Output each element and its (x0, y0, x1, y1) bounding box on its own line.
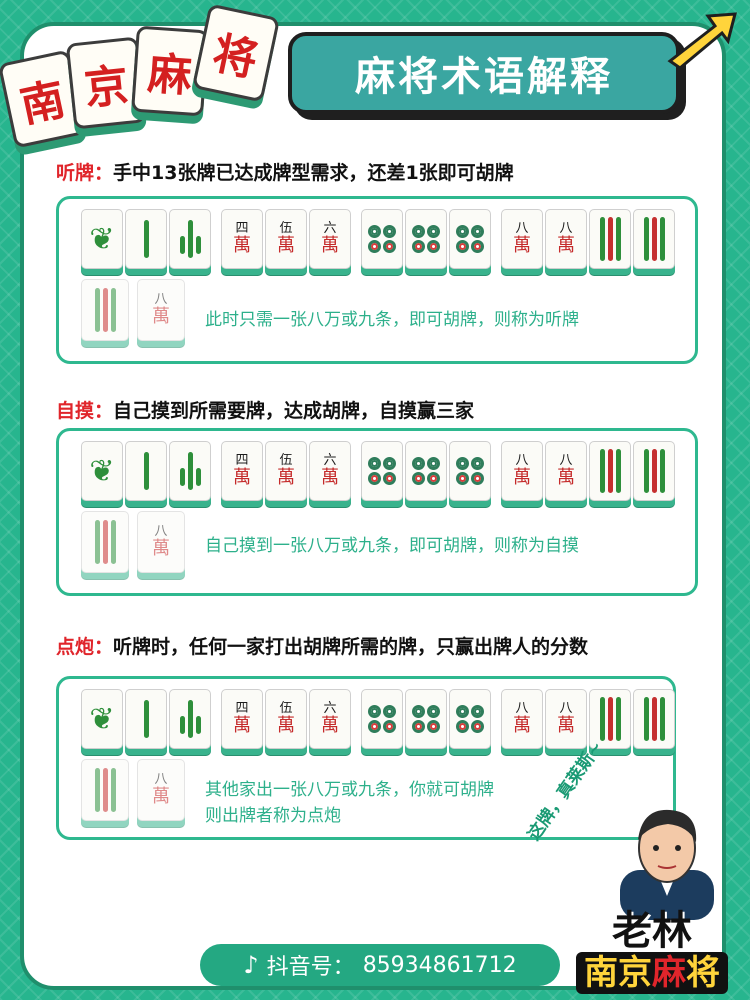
tile-bamboo-8 (633, 441, 675, 501)
note-text: 其他家出一张八万或九条，你就可胡牌 则出牌者称为点炮 (205, 777, 494, 829)
term-label: 听牌： (56, 162, 114, 184)
tile-wan-5: 伍萬 (265, 209, 307, 269)
tile-wan-4: 四萬 (221, 209, 263, 269)
tile-dots-4 (405, 209, 447, 269)
tile-wan-8: 八萬 (501, 689, 543, 749)
tile-wan-8: 八萬 (545, 209, 587, 269)
tile-bamboo-9 (81, 759, 129, 821)
brand-subtitle: 南京麻将 (576, 952, 728, 994)
tile-bamboo-8 (589, 441, 631, 501)
tile-bamboo-9 (81, 279, 129, 341)
tile-wan-6: 六萬 (309, 441, 351, 501)
douyin-id: 85934861712 (362, 952, 517, 978)
term-desc: 自己摸到所需要牌，达成胡牌，自摸赢三家 (113, 400, 475, 422)
winning-tiles: 八萬 (81, 511, 187, 573)
tile-dots-4 (449, 209, 491, 269)
example-box-dianpao: ❦ 四萬 伍萬 六萬 八萬 八萬 八萬 其他家出一张八万或九条，你就可胡牌 则出… (56, 676, 676, 840)
logo-tile-jiang: 将 (191, 3, 281, 103)
tile-bamboo-9 (81, 511, 129, 573)
brand-logo: 老林 南京麻将 (560, 910, 744, 994)
tile-wan-5: 伍萬 (265, 689, 307, 749)
bird-icon: ❦ (89, 701, 115, 737)
winning-tiles: 八萬 (81, 279, 187, 341)
douyin-icon: ♪ (243, 951, 259, 979)
tile-wan-6: 六萬 (309, 209, 351, 269)
hand-tiles: ❦ 四萬 伍萬 六萬 八萬 八萬 (81, 689, 677, 749)
tile-wan-4: 四萬 (221, 689, 263, 749)
tile-wan-8: 八萬 (137, 759, 185, 821)
section-heading-dianpao: 点炮：听牌时，任何一家打出胡牌所需的牌，只赢出牌人的分数 (56, 632, 588, 659)
tile-bamboo-8 (633, 689, 675, 749)
tile-wan-4: 四萬 (221, 441, 263, 501)
tile-dots-4 (361, 441, 403, 501)
tile-bamboo-1: ❦ (81, 209, 123, 269)
tile-bamboo-3 (169, 209, 211, 269)
term-label: 点炮： (56, 636, 114, 658)
douyin-label: 抖音号： (266, 955, 355, 980)
tile-bamboo-3 (169, 689, 211, 749)
tile-bamboo-2 (125, 689, 167, 749)
tile-dots-4 (361, 209, 403, 269)
term-desc: 听牌时，任何一家打出胡牌所需的牌，只赢出牌人的分数 (113, 636, 589, 658)
logo: 南 京 麻 将 (0, 0, 300, 150)
tile-dots-4 (449, 689, 491, 749)
hand-tiles: ❦ 四萬 伍萬 六萬 八萬 八萬 (81, 441, 677, 501)
winning-tiles: 八萬 (81, 759, 187, 821)
term-desc: 手中13张牌已达成牌型需求，还差1张即可胡牌 (113, 162, 514, 184)
section-heading-tingpai: 听牌：手中13张牌已达成牌型需求，还差1张即可胡牌 (56, 158, 514, 185)
tile-dots-4 (361, 689, 403, 749)
tile-bamboo-1: ❦ (81, 441, 123, 501)
tile-bamboo-8 (589, 689, 631, 749)
avatar (620, 809, 714, 920)
tile-wan-8: 八萬 (137, 511, 185, 573)
tile-dots-4 (405, 689, 447, 749)
tile-dots-4 (405, 441, 447, 501)
tile-dots-4 (449, 441, 491, 501)
tile-wan-8: 八萬 (501, 209, 543, 269)
tile-wan-8: 八萬 (137, 279, 185, 341)
tile-bamboo-1: ❦ (81, 689, 123, 749)
term-label: 自摸： (56, 400, 114, 422)
example-box-tingpai: ❦ 四萬 伍萬 六萬 八萬 八萬 八萬 此时只需一张八万或九条，即可胡牌，则称为… (56, 196, 698, 364)
bird-icon: ❦ (89, 221, 115, 257)
example-box-zimo: ❦ 四萬 伍萬 六萬 八萬 八萬 八萬 自己摸到一张八万或九条，即可胡牌，则称为… (56, 428, 698, 596)
hand-tiles: ❦ 四萬 伍萬 六萬 八萬 八萬 (81, 209, 677, 269)
bird-icon: ❦ (89, 453, 115, 489)
page-title: 麻将术语解释 (288, 32, 680, 114)
tile-wan-8: 八萬 (501, 441, 543, 501)
tile-wan-8: 八萬 (545, 441, 587, 501)
brand-name: 老林 (612, 908, 692, 954)
note-line-2: 则出牌者称为点炮 (205, 806, 341, 826)
tile-bamboo-2 (125, 209, 167, 269)
tile-bamboo-3 (169, 441, 211, 501)
tile-wan-5: 伍萬 (265, 441, 307, 501)
douyin-footer: ♪ 抖音号： 85934861712 (200, 944, 560, 986)
tile-bamboo-8 (589, 209, 631, 269)
note-text: 此时只需一张八万或九条，即可胡牌，则称为听牌 (205, 310, 579, 330)
tile-wan-6: 六萬 (309, 689, 351, 749)
note-line-1: 其他家出一张八万或九条，你就可胡牌 (205, 780, 494, 800)
section-heading-zimo: 自摸：自己摸到所需要牌，达成胡牌，自摸赢三家 (56, 396, 474, 423)
tile-wan-8: 八萬 (545, 689, 587, 749)
note-text: 自己摸到一张八万或九条，即可胡牌，则称为自摸 (205, 536, 579, 556)
tile-bamboo-2 (125, 441, 167, 501)
arrow-icon (667, 12, 737, 70)
tile-bamboo-8 (633, 209, 675, 269)
